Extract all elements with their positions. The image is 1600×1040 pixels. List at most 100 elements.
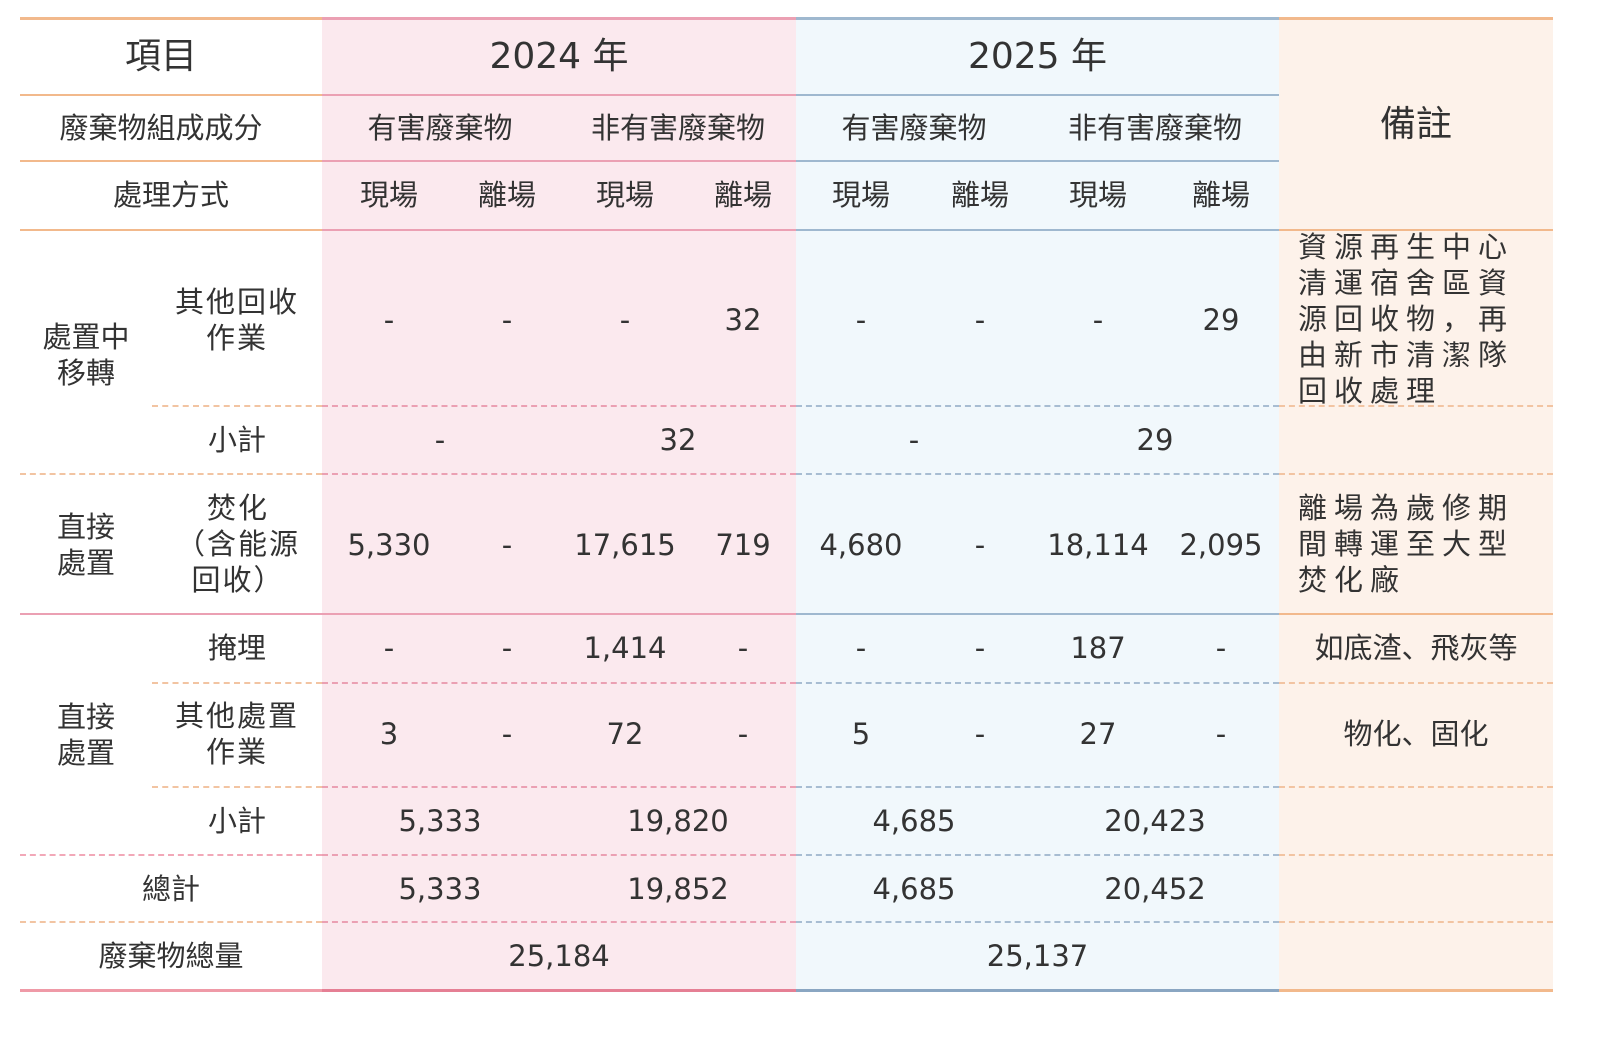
value-cell: 72: [606, 717, 644, 751]
row-divider: [152, 682, 322, 684]
value-cell: 25,137: [986, 939, 1089, 973]
header-divider-2-2024: [322, 160, 796, 162]
value-cell: 32: [659, 423, 697, 457]
row-divider: [1279, 921, 1553, 923]
value-cell: -: [1092, 303, 1104, 337]
value-cell: 20,452: [1104, 871, 1206, 906]
row-divider: [1279, 682, 1553, 684]
value-cell: 5,330: [347, 528, 431, 562]
row-divider: [796, 405, 1279, 407]
header-divider-1-2024: [322, 94, 796, 96]
row-divider: [152, 786, 322, 788]
header-treatment: 處理方式: [112, 178, 229, 212]
row-label-incineration: 焚化 （含能源 回收）: [175, 491, 300, 597]
table-top-border-2025: [796, 17, 1279, 20]
group-label-direct-disposal-2: 直接 處置: [56, 700, 115, 770]
row-label-landfill: 掩埋: [207, 631, 266, 665]
table-bottom-border-remarks: [1279, 989, 1553, 992]
header-remarks: 備註: [1379, 104, 1452, 145]
value-cell: -: [974, 528, 986, 562]
row-divider: [1279, 854, 1553, 856]
header-divider-1-2025: [796, 94, 1279, 96]
value-cell: 32: [724, 303, 762, 337]
value-cell: 20,423: [1104, 804, 1206, 838]
header-2024-nonhaz-offsite: 離場: [713, 178, 772, 212]
value-cell: -: [855, 303, 867, 337]
row-divider: [796, 786, 1279, 788]
header-2025-nonhaz-onsite: 現場: [1068, 178, 1127, 212]
section-divider: [796, 613, 1279, 615]
value-cell: 27: [1079, 717, 1117, 751]
row-divider: [1279, 405, 1553, 407]
value-cell: -: [434, 423, 446, 457]
row-divider: [322, 405, 796, 407]
header-divider-2: [20, 160, 322, 162]
note-incineration: 離場為歲修期間轉運至大型焚化廠: [1298, 491, 1515, 597]
group-label-direct-disposal-1: 直接 處置: [56, 510, 115, 580]
value-cell: 2,095: [1179, 528, 1263, 562]
value-cell: 4,685: [872, 804, 956, 838]
row-divider: [796, 854, 1279, 856]
header-2024-nonhaz-onsite: 現場: [595, 178, 654, 212]
row-divider: [796, 682, 1279, 684]
header-year-2024: 2024 年: [489, 36, 629, 77]
value-cell: -: [383, 631, 395, 665]
value-cell: 4,680: [819, 528, 903, 562]
table-top-border: [20, 17, 322, 20]
value-cell: 5,333: [398, 871, 482, 906]
value-cell: -: [974, 717, 986, 751]
table-bottom-border: [20, 989, 322, 992]
row-label-total: 總計: [141, 871, 200, 906]
value-cell: 18,114: [1047, 528, 1149, 562]
value-cell: 5: [851, 717, 871, 751]
value-cell: -: [908, 423, 920, 457]
row-divider: [20, 473, 322, 475]
value-cell: -: [501, 528, 513, 562]
value-cell: 29: [1136, 423, 1174, 457]
table-bottom-border-2025: [796, 989, 1279, 992]
value-cell: 25,184: [508, 939, 610, 973]
note-other-disposal: 物化、固化: [1343, 717, 1489, 751]
value-cell: -: [737, 631, 749, 665]
row-divider: [1279, 473, 1553, 475]
header-bottom-border: [20, 229, 322, 231]
header-2025-non-hazardous: 非有害廢棄物: [1067, 111, 1242, 145]
header-divider-1: [20, 94, 322, 96]
value-cell: 5,333: [398, 804, 482, 838]
header-composition: 廢棄物組成成分: [59, 111, 263, 145]
value-cell: 719: [715, 528, 771, 562]
row-divider: [322, 854, 796, 856]
section-divider: [1279, 613, 1553, 615]
table-top-border-remarks: [1279, 17, 1553, 20]
row-divider: [796, 921, 1279, 923]
value-cell: 29: [1202, 303, 1240, 337]
header-divider-2-2025: [796, 160, 1279, 162]
header-2025-hazardous: 有害廢棄物: [841, 111, 987, 145]
value-cell: -: [1215, 631, 1227, 665]
note-other-recycling: 資源再生中心清運宿舍區資源回收物，再由新市清潔隊回收處理: [1298, 230, 1515, 408]
value-cell: -: [974, 303, 986, 337]
value-cell: -: [383, 303, 395, 337]
header-bottom-border-remarks: [1279, 229, 1553, 231]
value-cell: 187: [1070, 631, 1126, 665]
group-label-transfer: 處置中 移轉: [42, 320, 130, 390]
row-label-other-recycling: 其他回收 作業: [174, 285, 299, 355]
header-2025-nonhaz-offsite: 離場: [1191, 178, 1250, 212]
value-cell: 4,685: [872, 871, 956, 906]
value-cell: 19,820: [627, 804, 729, 838]
header-bottom-border-2024: [322, 229, 796, 231]
section-divider: [20, 613, 322, 615]
header-bottom-border-2025: [796, 229, 1279, 231]
row-label-grand-total: 廢棄物總量: [98, 939, 244, 973]
row-divider: [322, 473, 796, 475]
row-label-other-disposal: 其他處置 作業: [174, 699, 299, 769]
row-divider: [1279, 786, 1553, 788]
column-2024-background: [322, 18, 796, 990]
value-cell: -: [501, 631, 513, 665]
header-2024-hazardous: 有害廢棄物: [367, 111, 513, 145]
header-2025-haz-offsite: 離場: [950, 178, 1009, 212]
row-label-subtotal: 小計: [207, 804, 266, 838]
value-cell: -: [737, 717, 749, 751]
header-2024-non-hazardous: 非有害廢棄物: [590, 111, 765, 145]
value-cell: 3: [379, 717, 399, 751]
